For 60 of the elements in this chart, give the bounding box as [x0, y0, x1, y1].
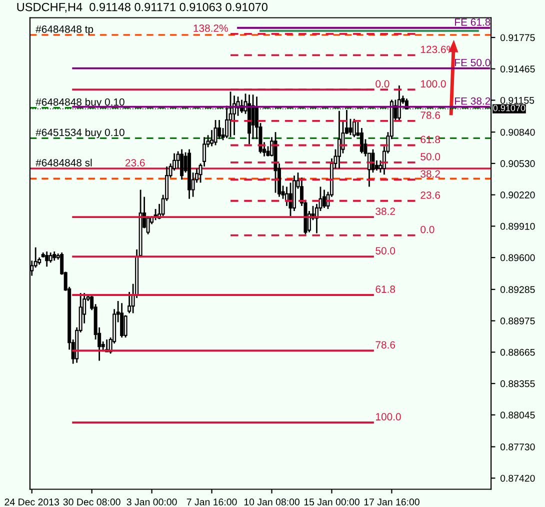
candlestick [124, 314, 128, 338]
candlestick [48, 252, 52, 264]
x-tick-label: 30 Dec 08:00 [63, 498, 120, 506]
y-tick-label: 0.88665 [500, 348, 535, 356]
series-label: 38.2 [376, 208, 395, 216]
candlestick [288, 182, 292, 217]
y-tick-label: 0.88975 [500, 318, 535, 324]
x-tick-label: 17 Jan 16:00 [364, 498, 420, 506]
y-tick-label: 0.90840 [500, 128, 535, 136]
candlestick [348, 118, 352, 136]
series-label: 138.2% [194, 24, 228, 32]
x-tick-label: 24 Dec 2013 [4, 498, 59, 506]
chart-title: USDCHF,H4 0.91148 0.91171 0.91063 0.91070 [17, 2, 268, 13]
candlestick [52, 250, 56, 262]
candlestick [337, 110, 341, 170]
series-label: 50.0 [376, 247, 396, 254]
y-tick-label: 0.90530 [500, 160, 535, 168]
y-tick-label: 0.89285 [500, 286, 535, 294]
series-label: 100.0 [420, 80, 446, 88]
x-tick-label: 10 Jan 08:00 [244, 498, 300, 506]
series-label: 78.6 [376, 341, 396, 349]
ref-line-label: #6484848 buy 0.10 [36, 98, 124, 108]
y-tick-label: 0.89600 [500, 254, 535, 262]
x-tick-label: 3 Jan 00:00 [126, 498, 177, 506]
y-tick-label: 0.87730 [500, 443, 535, 450]
series-label: FE 50.0 [455, 58, 490, 66]
y-tick-label: 0.89910 [500, 222, 535, 230]
x-tick-label: 7 Jan 16:00 [186, 498, 237, 506]
series-label: 0.0 [376, 80, 390, 88]
candlestick [45, 250, 49, 268]
series-label: 100.0 [376, 413, 401, 420]
series-label: 38.2 [420, 170, 440, 178]
y-tick-label: 0.91465 [500, 66, 535, 72]
series-label: 78.6 [420, 112, 440, 119]
x-tick-label: 15 Jan 00:00 [304, 498, 360, 506]
ref-line-label: #6484848 sl [36, 158, 92, 166]
y-tick-label: 0.88355 [500, 380, 535, 388]
series-label: 23.6 [420, 191, 440, 199]
candlestick [180, 148, 184, 180]
candlestick [322, 189, 326, 209]
y-tick-label: 0.90220 [500, 192, 535, 198]
annotation: 23.6 [125, 159, 145, 166]
series-label: FE 38.2 [455, 97, 490, 105]
y-tick-label: 0.88045 [500, 412, 535, 419]
candlestick [120, 302, 124, 338]
y-tick-label: 0.91775 [500, 34, 535, 42]
series-label: FE 61.8 [455, 18, 490, 26]
series-label: 61.8 [376, 286, 396, 293]
candlestick [218, 119, 222, 140]
series-label: 61.8 [420, 136, 440, 144]
candlestick [251, 94, 255, 140]
candlestick [214, 119, 218, 146]
series-label: 0.0 [420, 226, 434, 234]
series-label: 50.0 [420, 153, 440, 160]
candlestick [352, 118, 356, 138]
ref-line-label: 0.91070 [493, 104, 526, 112]
ref-line-label: #6484848 tp [36, 26, 94, 35]
ref-line-label: #6451534 buy 0.10 [36, 128, 124, 138]
y-tick-label: 0.91155 [500, 96, 534, 104]
y-tick-label: 0.87420 [500, 474, 535, 482]
